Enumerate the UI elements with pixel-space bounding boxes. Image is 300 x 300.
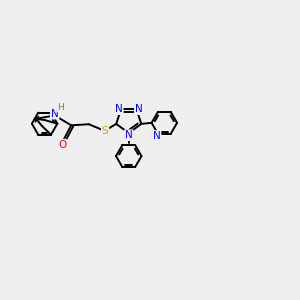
Text: N: N [153, 131, 160, 141]
Text: N: N [135, 104, 142, 114]
Text: O: O [58, 140, 66, 150]
Text: N: N [125, 130, 133, 140]
Text: N: N [115, 104, 123, 114]
Text: N: N [51, 109, 59, 119]
Text: H: H [57, 103, 64, 112]
Text: S: S [102, 126, 108, 136]
